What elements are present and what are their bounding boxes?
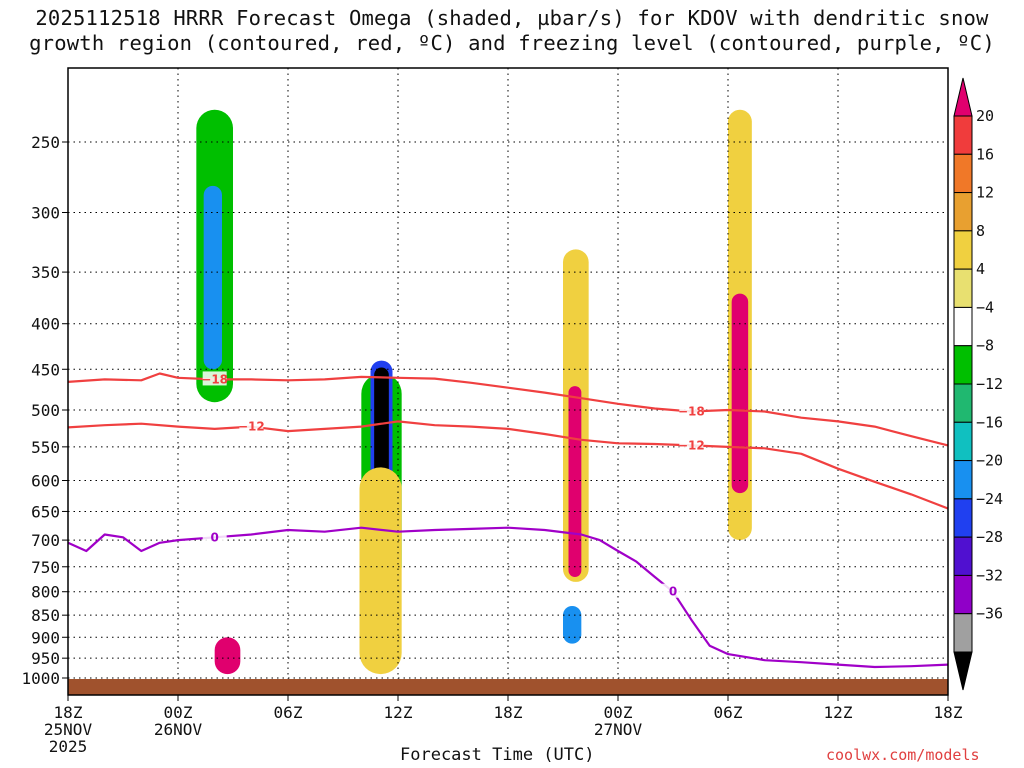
credit-link[interactable]: coolwx.com/models (826, 746, 980, 764)
x-tick-label: 12Z (384, 703, 413, 722)
colorbar-label: −8 (976, 337, 994, 355)
contour-label: 0 (669, 585, 677, 599)
terrain (68, 679, 948, 695)
omega-cell (359, 467, 402, 675)
x-tick-label: 18Z (54, 703, 83, 722)
contour-label-bg (239, 418, 264, 433)
chart-title: 2025112518 HRRR Forecast Omega (shaded, … (0, 6, 1024, 56)
colorbar-label: 12 (976, 184, 994, 202)
colorbar-swatch (953, 153, 973, 194)
contour-label: −12 (678, 438, 705, 452)
y-tick-label: 500 (31, 401, 60, 420)
x-tick-date: 26NOV (154, 720, 203, 739)
x-tick-label: 18Z (934, 703, 963, 722)
x-tick-year: 2025 (49, 737, 88, 756)
y-tick-label: 900 (31, 628, 60, 647)
x-tick-date: 27NOV (594, 720, 643, 739)
colorbar-label: −24 (976, 490, 1003, 508)
x-tick-label: 12Z (824, 703, 853, 722)
y-tick-label: 600 (31, 471, 60, 490)
colorbar-swatch (953, 345, 973, 385)
colorbar-swatch (953, 574, 973, 615)
x-tick-label: 06Z (714, 703, 743, 722)
colorbar-swatch (953, 536, 973, 576)
colorbar-label: −20 (976, 452, 1003, 470)
colorbar-label: 20 (976, 107, 994, 125)
title-line-2: growth region (contoured, red, ºC) and f… (29, 31, 995, 55)
colorbar-swatch (953, 115, 973, 155)
colorbar-swatch (953, 498, 973, 538)
contour-label: −18 (201, 372, 228, 386)
contour-label-bg (679, 437, 704, 452)
y-tick-label: 350 (31, 263, 60, 282)
omega-cell (214, 637, 241, 675)
colorbar-swatch (953, 460, 973, 500)
colorbar-label: −28 (976, 528, 1003, 546)
contour-label-bg (679, 403, 704, 418)
x-axis-label: Forecast Time (UTC) (400, 745, 595, 765)
colorbar-label: 4 (976, 260, 985, 278)
y-tick-label: 550 (31, 438, 60, 457)
y-tick-label: 400 (31, 315, 60, 334)
contour-label-bg (661, 583, 685, 598)
colorbar-label: 16 (976, 145, 994, 163)
y-tick-label: 250 (31, 133, 60, 152)
colorbar-label: −4 (976, 298, 994, 316)
contour-label-bg (202, 529, 227, 544)
dgz-upper-line (67, 372, 949, 447)
x-tick-label: 18Z (494, 703, 523, 722)
omega-cell (563, 605, 582, 644)
omega-cell (568, 386, 582, 577)
x-tick-label: 00Z (604, 703, 633, 722)
colorbar-top-arrow (953, 77, 973, 117)
colorbar-swatch (953, 268, 973, 308)
colorbar-swatch (953, 383, 973, 423)
colorbar-swatch (953, 613, 973, 653)
colorbar-label: −32 (976, 566, 1003, 584)
omega-cell (731, 293, 749, 494)
title-line-1: 2025112518 HRRR Forecast Omega (shaded, … (35, 6, 989, 30)
contour-label: −18 (678, 405, 705, 419)
freezing-level-line (67, 526, 949, 669)
y-tick-label: 1000 (21, 669, 60, 688)
contour-label: 0 (210, 530, 218, 544)
colorbar-swatch (953, 306, 973, 347)
contour-label-bg (202, 371, 227, 386)
y-tick-label: 950 (31, 649, 60, 668)
colorbar-label: 8 (976, 222, 985, 240)
y-tick-label: 800 (31, 583, 60, 602)
y-tick-label: 850 (31, 606, 60, 625)
x-tick-label: 06Z (274, 703, 303, 722)
y-tick-label: 750 (31, 558, 60, 577)
contour-label: −12 (238, 420, 265, 434)
colorbar-bottom-arrow (953, 651, 973, 691)
x-tick-date: 25NOV (44, 720, 93, 739)
colorbar-swatch (953, 421, 973, 462)
colorbar-swatch (953, 192, 973, 232)
dgz-lower-line (67, 420, 949, 510)
y-tick-label: 700 (31, 531, 60, 550)
contours: −18 −18 −12 −12 0 0 (67, 371, 949, 669)
grid (68, 68, 948, 695)
colorbar: 20 16 12 8 4 −4 −8 −12 −16 −20 −24 −28 −32 −36 (953, 77, 1003, 691)
colorbar-label: −12 (976, 375, 1003, 393)
y-tick-label: 450 (31, 360, 60, 379)
colorbar-swatch (953, 230, 973, 270)
y-tick-label: 300 (31, 203, 60, 222)
y-tick-label: 650 (31, 502, 60, 521)
colorbar-label: −16 (976, 413, 1003, 431)
x-tick-label: 00Z (164, 703, 193, 722)
omega-shading (196, 109, 752, 675)
y-axis: 250 300 350 400 450 500 550 600 650 700 750 800 850 9… (21, 133, 68, 688)
omega-cell (203, 185, 222, 370)
colorbar-label: −36 (976, 605, 1003, 623)
